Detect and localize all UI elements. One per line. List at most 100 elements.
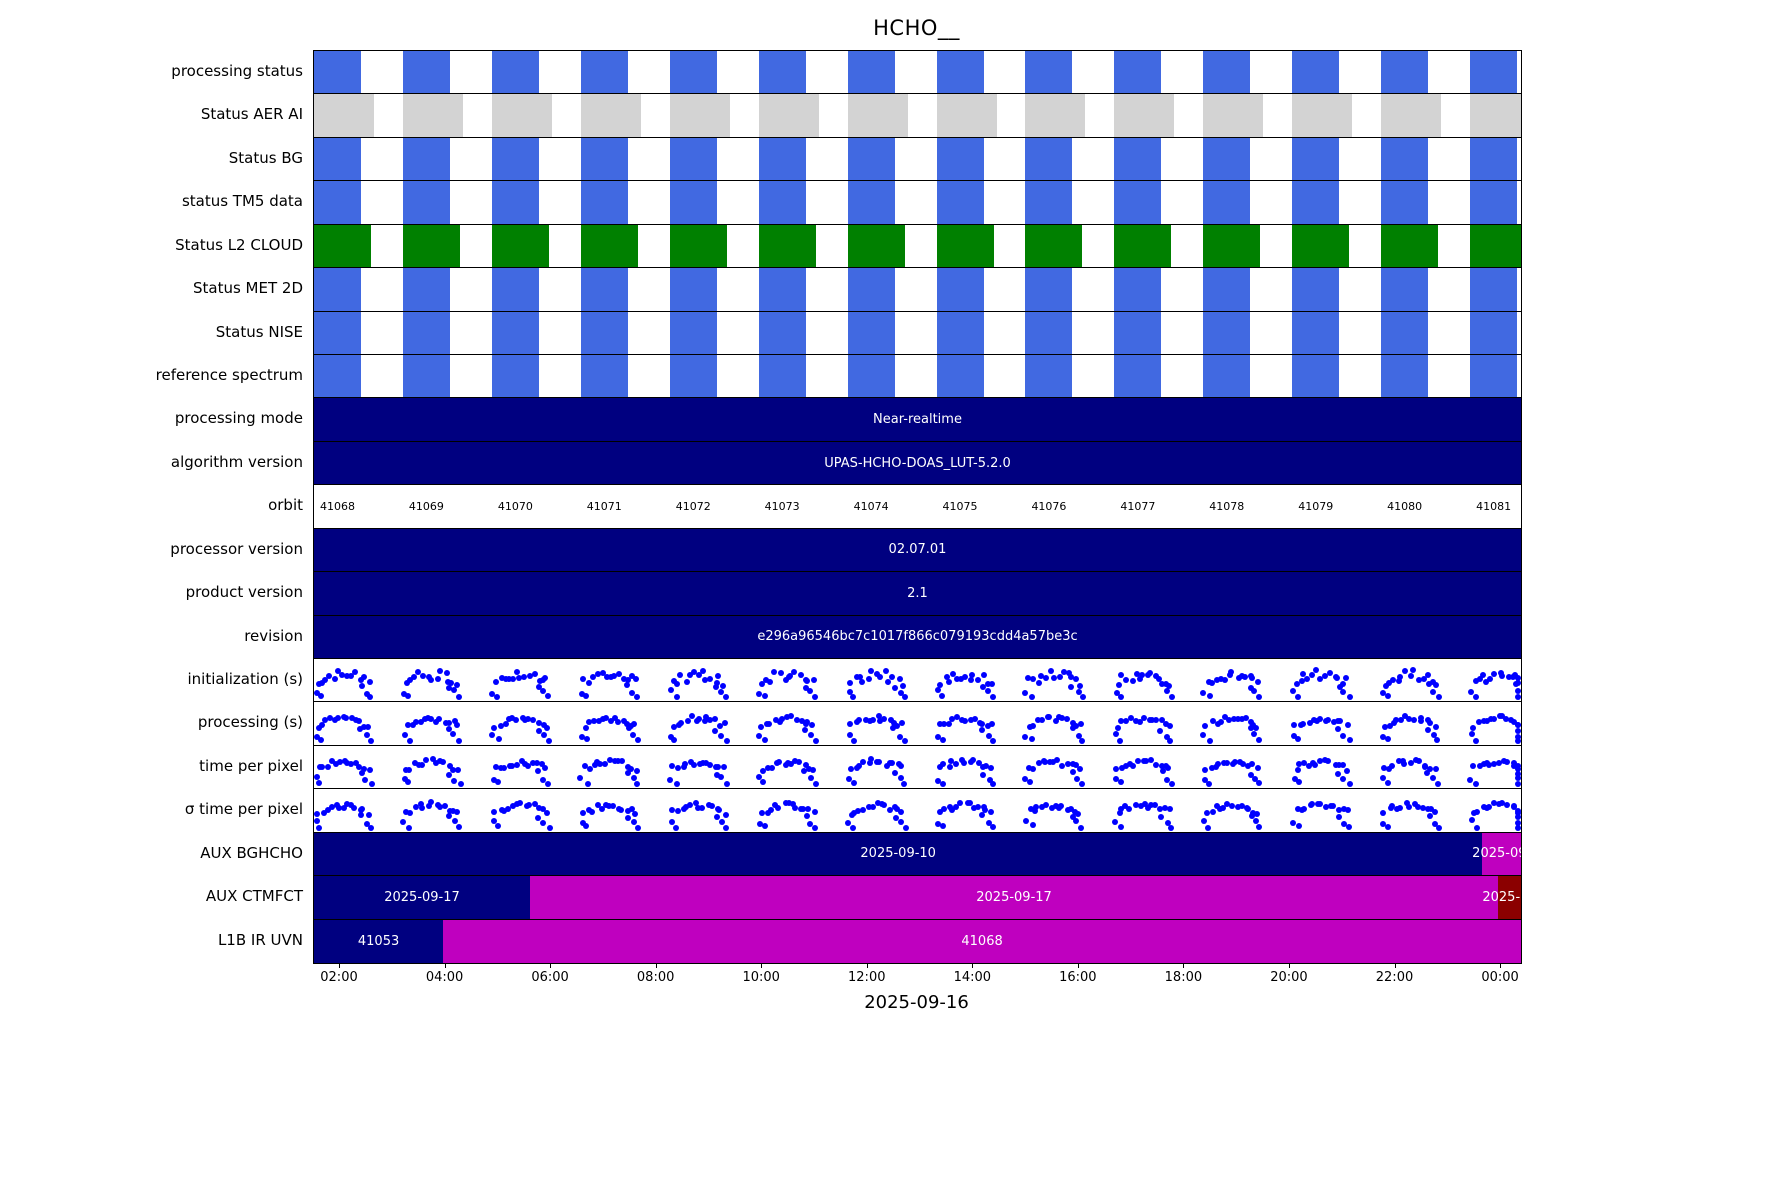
- scatter-dot: [1132, 801, 1139, 808]
- scatter-dot: [1326, 670, 1333, 677]
- bar-segment-label: 2025-09-10: [860, 846, 936, 862]
- scatter-dot: [316, 780, 323, 786]
- scatter-dot: [1515, 675, 1521, 682]
- scatter-dot: [579, 690, 586, 697]
- scatter-dot: [949, 807, 955, 814]
- scatter-dot: [356, 726, 363, 733]
- status-block: [1025, 311, 1073, 354]
- scatter-dot: [1420, 676, 1427, 683]
- scatter-dot: [1242, 674, 1249, 681]
- scatter-dot: [976, 760, 983, 767]
- status-block: [1292, 224, 1350, 268]
- scatter-dot: [1168, 693, 1175, 700]
- status-block: [491, 94, 552, 137]
- scatter-dot: [1380, 733, 1387, 740]
- scatter-dot: [1333, 674, 1340, 681]
- scatter-dot: [590, 674, 597, 681]
- row-label: L1B IR UVN: [217, 930, 303, 949]
- scatter-dot: [1164, 765, 1171, 772]
- scatter-dot: [979, 726, 986, 733]
- row-label: AUX BGHCHO: [200, 843, 303, 862]
- scatter-dot: [453, 681, 460, 688]
- scatter-dot: [953, 675, 960, 682]
- scatter-dot: [952, 803, 959, 810]
- scatter-dot: [417, 801, 424, 808]
- bar-segment-label: 2025-09: [1482, 889, 1521, 905]
- scatter-dot: [325, 807, 332, 814]
- scatter-dot: [1390, 677, 1397, 684]
- status-block: [1114, 311, 1162, 354]
- scatter-dot: [715, 672, 722, 679]
- scatter-dot: [419, 672, 426, 679]
- status-block: [314, 94, 374, 137]
- scatter-dot: [454, 722, 461, 728]
- scatter-dot: [1254, 765, 1261, 772]
- scatter-dot: [961, 673, 968, 680]
- scatter-dot: [513, 668, 520, 675]
- scatter-dot: [989, 781, 996, 788]
- scatter-dot: [1067, 806, 1074, 813]
- scatter-dot: [488, 731, 495, 738]
- scatter-dot: [347, 672, 354, 679]
- scatter-dot: [1078, 824, 1085, 831]
- scatter-dot: [318, 680, 325, 687]
- scatter-dot: [1077, 682, 1084, 689]
- scatter-dot: [1340, 820, 1347, 827]
- x-tick-mark: [339, 963, 340, 968]
- scatter-dot: [1128, 714, 1135, 721]
- scatter-dot: [522, 761, 529, 768]
- status-block: [314, 355, 361, 398]
- scatter-dot: [1510, 763, 1517, 770]
- status-block: [580, 137, 628, 181]
- scatter-dot: [344, 801, 351, 808]
- scatter-dot: [406, 677, 413, 684]
- orbit-number: 41073: [764, 499, 800, 513]
- status-block: [847, 355, 895, 398]
- scatter-dot: [785, 799, 792, 806]
- scatter-dot: [1308, 671, 1315, 678]
- status-block: [580, 94, 641, 137]
- scatter-dot: [1515, 721, 1521, 728]
- scatter-dot: [1118, 672, 1125, 679]
- scatter-dot: [343, 672, 350, 679]
- orbit-number: 41081: [1476, 499, 1512, 513]
- chart-row: [314, 355, 1521, 399]
- scatter-dot: [764, 764, 771, 771]
- status-block: [491, 311, 539, 354]
- scatter-dot: [337, 758, 344, 765]
- scatter-dot: [1490, 799, 1497, 806]
- status-block: [1292, 181, 1340, 224]
- x-tick-label: 20:00: [1270, 970, 1308, 985]
- scatter-dot: [1199, 732, 1206, 739]
- scatter-dot: [1157, 814, 1164, 821]
- scatter-dot: [1416, 758, 1423, 765]
- scatter-dot: [1396, 673, 1403, 680]
- scatter-dot: [1038, 673, 1045, 680]
- scatter-dot: [855, 763, 862, 770]
- chart-row: [314, 789, 1521, 833]
- scatter-dot: [1079, 694, 1086, 701]
- bar-segment-label: e296a96546bc7c1017f866c079193cdd4a57be3c: [757, 629, 1078, 645]
- scatter-dot: [988, 680, 995, 687]
- row-label: Status BG: [228, 148, 303, 167]
- status-block: [758, 94, 819, 137]
- scatter-dot: [1480, 803, 1487, 810]
- scatter-dot: [585, 719, 592, 726]
- status-block: [1470, 355, 1518, 398]
- scatter-dot: [811, 808, 818, 815]
- scatter-dot: [760, 779, 767, 786]
- scatter-dot: [1021, 776, 1028, 783]
- scatter-dot: [401, 775, 408, 782]
- scatter-dot: [983, 762, 990, 769]
- scatter-dot: [1407, 759, 1414, 766]
- scatter-dot: [712, 728, 719, 735]
- scatter-dot: [535, 804, 542, 811]
- scatter-dot: [1113, 690, 1120, 697]
- bar-segment: e296a96546bc7c1017f866c079193cdd4a57be3c: [314, 615, 1521, 658]
- scatter-dot: [611, 672, 618, 679]
- scatter-dot: [1380, 809, 1387, 816]
- bar-segment-label: 2.1: [907, 585, 928, 601]
- scatter-dot: [700, 668, 707, 675]
- scatter-dot: [808, 722, 815, 728]
- scatter-dot: [885, 678, 892, 685]
